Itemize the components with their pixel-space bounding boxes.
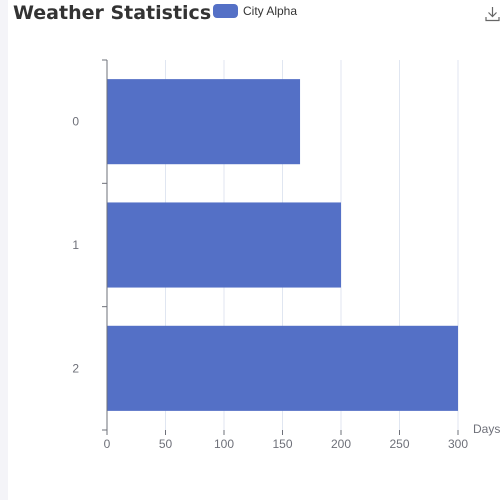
download-icon[interactable] (485, 6, 500, 22)
y-tick-label: 1 (72, 238, 79, 252)
x-tick-label: 250 (389, 437, 409, 451)
x-tick-label: 150 (272, 437, 292, 451)
axes: 0 50 100 150 200 250 300 0 1 2 (72, 59, 468, 451)
x-tick-label: 0 (104, 437, 111, 451)
chart-title: Weather Statistics (13, 2, 212, 24)
bars (107, 79, 458, 411)
legend[interactable]: City Alpha (213, 4, 297, 18)
legend-label: City Alpha (243, 4, 298, 18)
bar[interactable] (107, 202, 341, 288)
x-tick-label: 100 (214, 437, 234, 451)
y-tick-label: 2 (72, 361, 79, 375)
x-tick-label: 50 (159, 437, 173, 451)
legend-swatch (213, 4, 238, 18)
y-tick-label: 0 (72, 115, 79, 129)
x-axis-label: Days (473, 422, 500, 436)
bar[interactable] (107, 325, 458, 411)
bar[interactable] (107, 79, 301, 165)
x-tick-label: 200 (331, 437, 351, 451)
x-tick-label: 300 (448, 437, 468, 451)
